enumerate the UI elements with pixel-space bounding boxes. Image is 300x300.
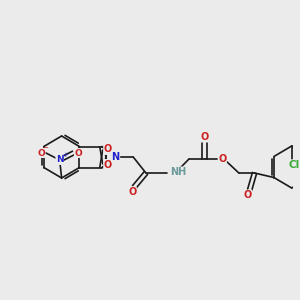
Text: O: O [244, 190, 252, 200]
Text: O: O [104, 160, 112, 170]
Text: O: O [74, 148, 82, 158]
Text: O: O [128, 187, 136, 197]
Text: O: O [104, 145, 112, 154]
Text: O: O [37, 148, 45, 158]
Text: N: N [112, 152, 120, 162]
Text: −: − [42, 145, 48, 151]
Text: NH: NH [170, 167, 187, 177]
Text: O: O [200, 132, 209, 142]
Text: +: + [63, 152, 68, 158]
Text: O: O [218, 154, 226, 164]
Text: N: N [56, 155, 64, 164]
Text: Cl: Cl [289, 160, 300, 170]
